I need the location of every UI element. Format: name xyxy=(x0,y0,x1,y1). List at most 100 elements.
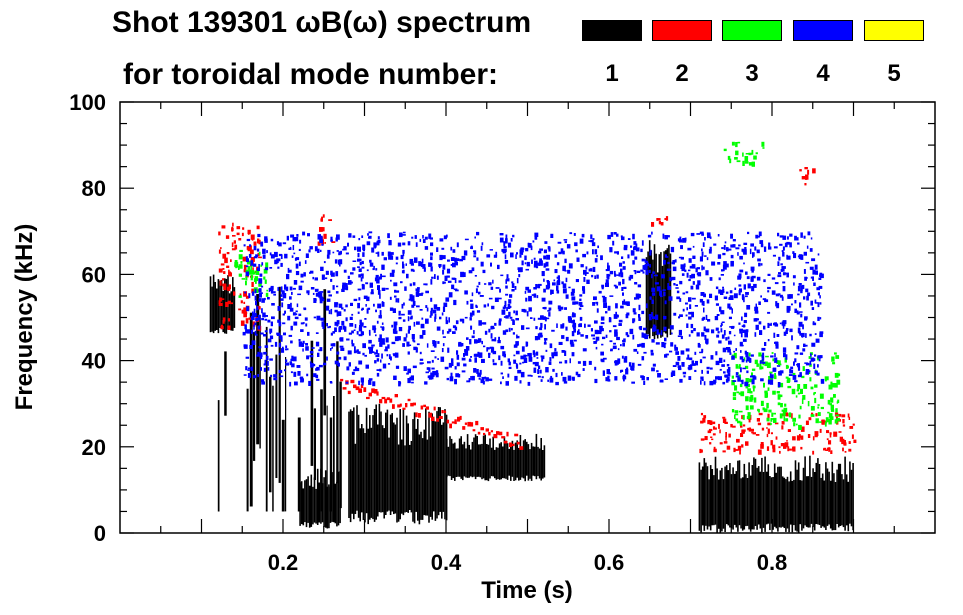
spectral-fleck xyxy=(743,320,747,324)
spectral-fleck xyxy=(612,240,615,246)
spectral-fleck xyxy=(779,413,783,419)
spectral-fleck xyxy=(505,329,509,333)
spectral-fleck xyxy=(269,267,273,269)
spectral-fleck xyxy=(410,402,414,407)
spectral-fleck xyxy=(740,332,743,338)
spectral-fleck xyxy=(454,366,457,370)
spectral-column xyxy=(281,419,285,512)
spectral-fleck xyxy=(418,261,422,267)
spectral-fleck xyxy=(361,235,364,238)
spectral-fleck xyxy=(226,286,231,291)
spectral-fleck xyxy=(603,357,607,360)
spectral-fleck xyxy=(278,253,283,257)
spectral-fleck xyxy=(706,232,711,236)
spectral-fleck xyxy=(564,241,567,244)
spectral-column xyxy=(849,461,851,524)
spectral-fleck xyxy=(726,445,731,450)
spectral-fleck xyxy=(551,329,555,332)
spectral-fleck xyxy=(782,235,787,240)
spectral-fleck xyxy=(796,363,800,366)
spectral-fleck xyxy=(264,297,266,301)
spectral-fleck xyxy=(602,336,606,340)
spectral-fleck xyxy=(375,309,377,313)
spectral-fleck xyxy=(230,259,232,262)
spectral-fleck xyxy=(315,292,320,297)
spectral-fleck xyxy=(706,370,709,374)
spectral-fleck xyxy=(747,383,750,388)
spectral-fleck xyxy=(797,366,801,371)
spectral-fleck xyxy=(615,285,618,289)
spectral-column xyxy=(217,279,220,334)
spectral-fleck xyxy=(450,246,453,251)
spectral-fleck xyxy=(466,337,469,340)
spectral-fleck xyxy=(254,288,257,294)
spectral-column xyxy=(794,460,797,531)
spectral-fleck xyxy=(442,264,446,270)
spectral-fleck xyxy=(722,269,725,272)
spectral-column xyxy=(442,422,445,512)
spectral-fleck xyxy=(260,354,263,360)
spectral-fleck xyxy=(764,392,768,398)
spectral-fleck xyxy=(723,296,728,299)
spectral-fleck xyxy=(672,365,677,367)
spectral-fleck xyxy=(843,440,846,445)
spectral-fleck xyxy=(762,147,765,149)
spectral-fleck xyxy=(752,376,757,380)
spectral-column xyxy=(514,442,517,481)
spectral-fleck xyxy=(267,367,270,371)
spectral-column xyxy=(661,265,664,337)
spectral-fleck xyxy=(800,435,804,440)
spectral-fleck xyxy=(373,327,376,333)
spectral-fleck xyxy=(293,252,296,255)
spectral-fleck xyxy=(420,405,424,410)
spectral-fleck xyxy=(394,336,399,342)
spectral-column xyxy=(441,424,443,519)
spectral-column xyxy=(359,428,361,522)
spectral-fleck xyxy=(335,360,339,365)
spectral-fleck xyxy=(245,318,249,324)
spectral-fleck xyxy=(282,313,285,316)
spectral-fleck xyxy=(744,365,749,369)
spectral-fleck xyxy=(638,304,641,311)
spectral-fleck xyxy=(455,320,459,325)
spectral-fleck xyxy=(284,310,286,314)
spectral-fleck xyxy=(327,252,330,257)
spectral-fleck xyxy=(575,371,579,376)
spectral-fleck xyxy=(245,312,248,315)
spectral-fleck xyxy=(374,360,377,364)
spectral-fleck xyxy=(298,248,301,251)
spectral-fleck xyxy=(737,420,741,424)
spectral-fleck xyxy=(455,258,460,261)
spectral-fleck xyxy=(498,318,502,322)
spectral-fleck xyxy=(336,285,339,288)
spectral-fleck xyxy=(376,391,379,396)
spectral-fleck xyxy=(546,317,550,320)
spectral-fleck xyxy=(743,424,746,427)
spectral-fleck xyxy=(400,281,403,284)
spectral-fleck xyxy=(738,392,742,395)
spectral-fleck xyxy=(633,247,637,250)
spectral-fleck xyxy=(291,255,294,258)
spectral-fleck xyxy=(507,242,512,248)
spectral-fleck xyxy=(715,286,719,290)
spectral-fleck xyxy=(738,284,742,287)
spectral-fleck xyxy=(734,157,738,160)
spectral-column xyxy=(378,403,381,513)
spectral-fleck xyxy=(743,357,746,361)
spectral-column xyxy=(778,466,781,528)
spectral-fleck xyxy=(449,376,454,382)
spectral-fleck xyxy=(553,279,556,282)
spectral-fleck xyxy=(622,375,627,380)
spectral-fleck xyxy=(445,320,449,325)
spectral-fleck xyxy=(660,330,663,336)
spectral-fleck xyxy=(512,234,515,238)
feature-n3-88k xyxy=(723,141,765,167)
spectral-fleck xyxy=(699,256,703,262)
spectral-fleck xyxy=(258,298,262,302)
spectral-fleck xyxy=(814,354,817,357)
spectral-fleck xyxy=(502,330,507,335)
spectral-fleck xyxy=(739,450,741,455)
spectral-fleck xyxy=(816,339,819,343)
spectral-fleck xyxy=(245,256,248,260)
spectral-fleck xyxy=(786,440,788,442)
